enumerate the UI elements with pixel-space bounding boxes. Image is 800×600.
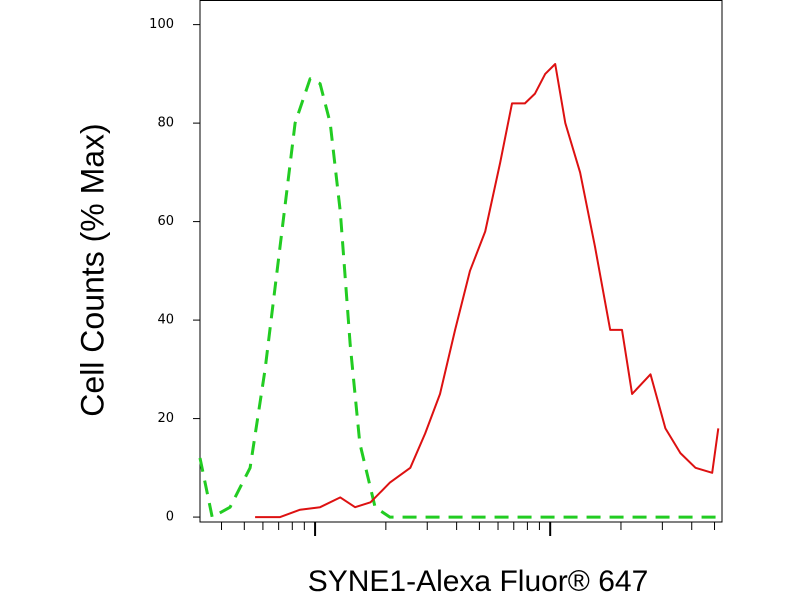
x-axis-label: SYNE1-Alexa Fluor® 647 [308,565,649,598]
y-tick-label: 20 [157,411,174,426]
y-tick-label: 0 [166,510,174,525]
series-line [255,63,720,519]
y-tick-label: 80 [157,116,174,131]
y-tick-label: 60 [157,214,174,229]
series-line [198,77,722,519]
y-axis-label: Cell Counts (% Max) [74,123,110,416]
y-tick-label: 100 [149,17,174,32]
plot-frame [199,0,723,523]
y-tick-label: 40 [157,313,174,328]
